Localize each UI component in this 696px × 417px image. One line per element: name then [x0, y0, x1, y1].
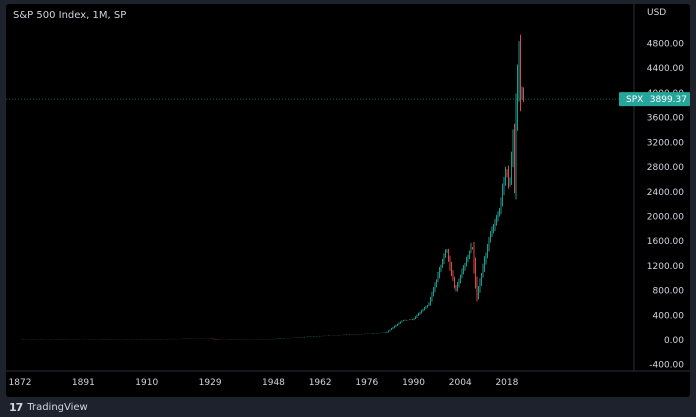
y-tick-label: -400.00 — [649, 361, 684, 371]
price-tag-value: 3899.37 — [650, 95, 687, 105]
y-tick-label: 4400.00 — [647, 64, 684, 74]
y-tick-label: 3200.00 — [647, 138, 684, 148]
x-tick-label: 1910 — [135, 378, 158, 388]
price-tag-symbol: SPX — [626, 95, 643, 105]
price-tag[interactable] — [619, 92, 690, 107]
x-tick-label: 1990 — [402, 378, 425, 388]
y-tick-label: 0.00 — [664, 336, 684, 346]
x-tick-label: 1929 — [199, 378, 222, 388]
branding[interactable]: 17 TradingView — [9, 399, 88, 415]
y-tick-label: 4800.00 — [647, 40, 684, 50]
y-tick-label: 1600.00 — [647, 237, 684, 247]
chart-title: S&P 500 Index, 1M, SP — [13, 10, 127, 21]
y-tick-label: 1200.00 — [647, 262, 684, 272]
y-tick-label: 400.00 — [653, 311, 685, 321]
y-tick-label: 800.00 — [653, 287, 685, 297]
y-tick-label: 2800.00 — [647, 163, 684, 173]
x-tick-label: 1948 — [262, 378, 285, 388]
x-tick-label: 1976 — [355, 378, 378, 388]
y-tick-label: 3600.00 — [647, 114, 684, 124]
x-tick-label: 1962 — [309, 378, 332, 388]
chart-panel[interactable]: USD4800.004400.004000.003600.003200.0028… — [6, 4, 690, 397]
brand-name: TradingView — [27, 401, 88, 413]
y-tick-label: 2000.00 — [647, 212, 684, 222]
tradingview-logo-icon: 17 — [9, 400, 23, 414]
x-tick-label: 2018 — [495, 378, 518, 388]
currency-label: USD — [647, 8, 666, 18]
y-tick-label: 2400.00 — [647, 188, 684, 198]
x-tick-label: 2004 — [449, 378, 472, 388]
x-tick-label: 1872 — [9, 378, 32, 388]
x-tick-label: 1891 — [72, 378, 95, 388]
price-chart[interactable]: USD4800.004400.004000.003600.003200.0028… — [6, 4, 690, 397]
